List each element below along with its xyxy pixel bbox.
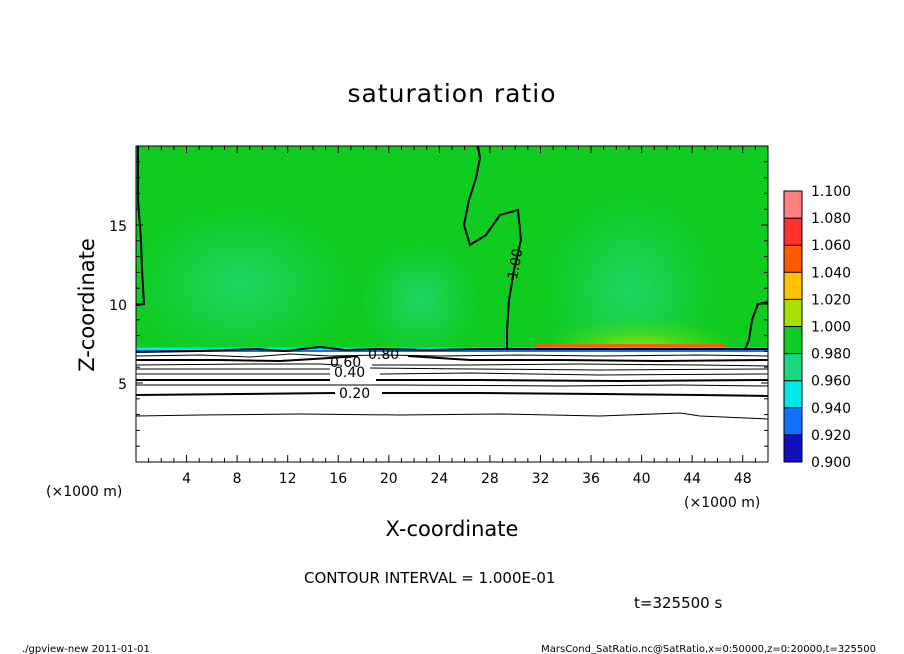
plot-area [136,146,768,462]
x-tick-label: 24 [430,471,448,487]
colorbar-label: 0.940 [811,401,851,417]
supersaturated-band [535,344,725,348]
x-tick-label: 12 [279,471,297,487]
colorbar-swatch [784,299,802,327]
x-tick-label: 16 [329,471,347,487]
y-tick-label: 10 [109,298,127,314]
contour-label-0.20: 0.20 [339,386,370,402]
x-axis-ticks: 4 8 12 16 20 24 28 32 36 40 44 48 [148,146,756,487]
x-tick-label: 44 [683,471,701,487]
contour-0.70 [136,363,768,367]
colorbar-label: 0.920 [811,428,851,444]
z-unit-label: (×1000 m) [46,484,122,500]
y-tick-label: 5 [118,377,127,393]
colorbar-label: 1.020 [811,292,851,308]
colorbar-swatch [784,434,802,462]
contour-0.90 [136,353,768,358]
y-axis-title: Z-coordinate [75,238,99,372]
contour-labels: 1.00 0.80 0.60 0.40 0.20 [330,247,526,402]
contour-lines [136,146,768,420]
contour-layer-top [136,345,768,353]
x-tick-label: 20 [380,471,398,487]
chart-title: saturation ratio [347,79,556,108]
subsaturated-patch-mid [360,240,480,360]
colorbar-swatch [784,218,802,246]
x-tick-label: 32 [532,471,550,487]
contour-1.00-right [744,301,768,350]
x-tick-label: 8 [233,471,242,487]
colorbar-swatch [784,191,802,219]
colorbar-swatch [784,245,802,273]
time-text: t=325500 s [634,594,722,612]
contour-label-1.00: 1.00 [505,247,526,280]
x-tick-label: 48 [734,471,752,487]
colorbar-swatch [784,353,802,381]
colorbar-swatch [784,272,802,300]
colorbar-label: 1.080 [811,211,851,227]
contour-1.00-center [462,146,523,350]
contour-0.80 [136,355,768,363]
contour-0.40 [136,379,768,383]
footer-left: ./gpview-new 2011-01-01 [22,644,150,654]
colorbar-label: 0.960 [811,374,851,390]
dry-region [136,352,768,462]
contour-label-0.40: 0.40 [334,365,365,381]
contour-interval-text: CONTOUR INTERVAL = 1.000E-01 [304,569,555,587]
colorbar-swatch [784,326,802,354]
contour-label-0.60: 0.60 [330,355,361,371]
colorbar-label: 1.060 [811,238,851,254]
x-tick-label: 40 [633,471,651,487]
colorbar-label: 0.980 [811,347,851,363]
colorbar-label: 1.100 [811,184,851,200]
contour-0.10 [136,412,768,420]
colorbar-swatch [784,407,802,435]
x-axis-title: X-coordinate [386,517,519,541]
colorbar-swatch [784,380,802,408]
subsaturated-patch-left [136,205,350,365]
y-axis-ticks: 5 10 15 [109,161,768,447]
x-tick-label: 4 [182,471,191,487]
y-tick-label: 15 [109,219,127,235]
colorbar-label: 1.000 [811,320,851,336]
contour-0.20 [136,392,768,397]
contour-0.50 [136,372,768,376]
contour-0.30 [136,384,768,387]
contour-0.60 [136,367,768,371]
contour-label-0.80: 0.80 [368,347,399,363]
colorbar-label: 1.040 [811,265,851,281]
x-unit-label: (×1000 m) [684,495,760,511]
x-tick-label: 28 [481,471,499,487]
x-tick-label: 36 [582,471,600,487]
colorbar-label: 0.900 [811,455,851,471]
footer-right: MarsCond_SatRatio.nc@SatRatio,x=0:50000,… [541,644,876,654]
colorbar: 1.100 1.080 1.060 1.040 1.020 1.000 0.980 0.960… [783,184,851,471]
